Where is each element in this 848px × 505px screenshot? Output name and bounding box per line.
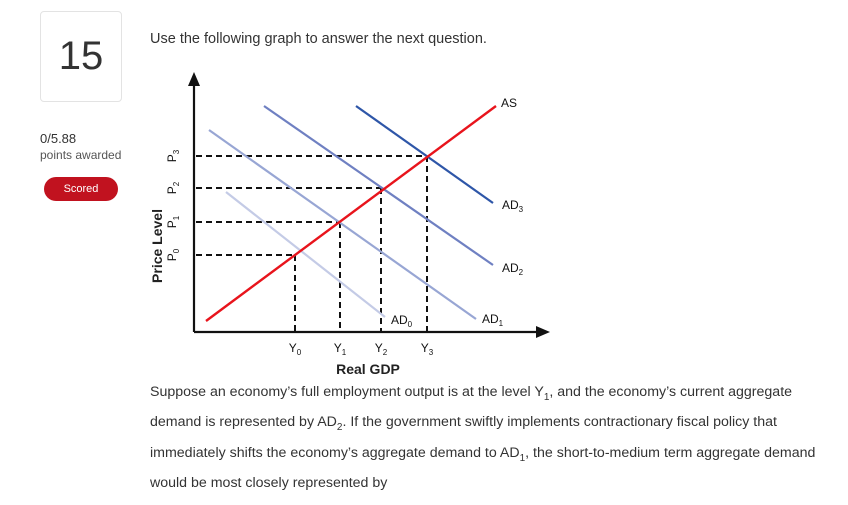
y2-label: Y2 (375, 341, 388, 357)
x-axis-label: Real GDP (336, 361, 400, 377)
output-labels: Y0 Y1 Y2 Y3 (289, 341, 434, 357)
p2-label: P2 (165, 181, 181, 194)
y3-label: Y3 (421, 341, 434, 357)
ad1-label: AD1 (482, 312, 504, 328)
ad3-label: AD3 (502, 198, 524, 214)
y-axis-label: Price Level (149, 209, 165, 283)
guide-lines (196, 155, 428, 332)
y1-label: Y1 (334, 341, 347, 357)
y0-label: Y0 (289, 341, 302, 357)
y-axis-arrow-icon (188, 72, 200, 86)
axes (188, 72, 550, 338)
question-number-box: 15 (40, 11, 122, 102)
p1-label: P1 (165, 215, 181, 228)
ad0-label: AD0 (391, 313, 413, 329)
ad3-curve (355, 105, 494, 204)
ad2-label: AD2 (502, 261, 524, 277)
ad0-curve (225, 191, 386, 318)
p0-label: P0 (165, 248, 181, 261)
score-label: points awarded (40, 148, 122, 162)
curve-labels: AS AD3 AD2 AD1 AD0 (391, 96, 524, 329)
as-curve (205, 105, 497, 322)
question-number: 15 (58, 34, 104, 78)
question-text: Suppose an economy’s full employment out… (150, 384, 816, 491)
score-value: 0/5.88 (40, 131, 77, 146)
ad-as-graph: Price Level P3 P2 P1 P0 Y0 Y1 Y2 Y3 AS A… (149, 72, 550, 377)
ad1-curve (208, 129, 477, 320)
p3-label: P3 (165, 149, 181, 162)
status-badge: Scored (44, 177, 118, 201)
as-label: AS (501, 96, 517, 110)
ad2-curve (263, 105, 494, 266)
question-prompt: Use the following graph to answer the ne… (150, 31, 487, 47)
x-axis-arrow-icon (536, 326, 550, 338)
price-labels: P3 P2 P1 P0 (165, 149, 181, 261)
